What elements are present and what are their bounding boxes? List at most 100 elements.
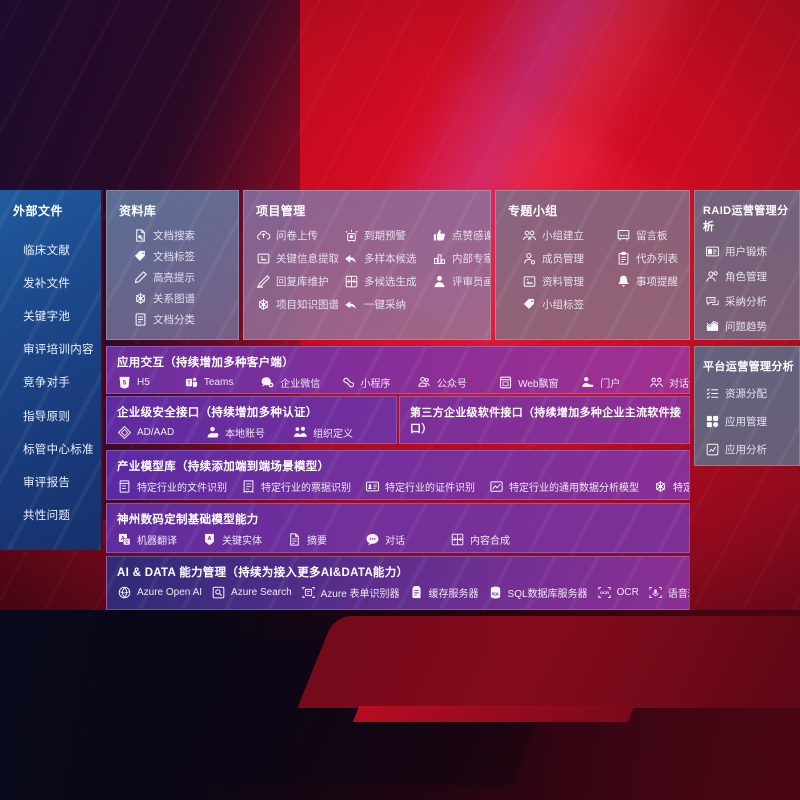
item-member-management[interactable]: 成员管理 <box>522 251 614 266</box>
apps-grid-icon <box>705 414 720 429</box>
item-azure-search[interactable]: Azure Search <box>211 585 292 600</box>
item-label: 小程序 <box>360 379 391 390</box>
sidebar-item-competitors[interactable]: 竞争对手 <box>23 377 71 390</box>
item-knowledge-graph-model[interactable]: 特定行业的通用知识图谱模型 <box>653 479 689 494</box>
item-label: 特定行业的文件识别 <box>137 483 227 494</box>
sidebar-item-guidelines[interactable]: 指导原则 <box>23 410 71 423</box>
item-label: 应用分析 <box>725 443 767 456</box>
sidebar-item-keyword-pool[interactable]: 关键字池 <box>23 310 71 323</box>
item-label: 特定行业的通用知识图谱模型 <box>673 483 689 494</box>
bell-icon <box>616 274 631 289</box>
speech-icon <box>648 585 663 600</box>
item-event-reminder[interactable]: 事项提醒 <box>616 274 681 289</box>
item-adoption-analysis[interactable]: QA 采纳分析 <box>705 294 791 309</box>
item-reviewer-portrait[interactable]: 评审员画像 <box>432 274 490 289</box>
item-document-search[interactable]: 文档搜索 <box>133 228 230 243</box>
band-enterprise-security: 企业级安全接口（持续增加多种认证） AD/AAD 本地账号 组织定义 <box>106 396 397 444</box>
item-multi-candidate-generate[interactable]: 多候选生成 <box>344 274 430 289</box>
item-miniprogram[interactable]: 小程序 <box>341 375 417 390</box>
item-azure-form-recognizer[interactable]: Azure 表单识别器 <box>301 585 400 600</box>
item-speech-understanding[interactable]: 语音理解 <box>648 585 689 600</box>
item-api-designer[interactable]: API自动化设计器 <box>410 441 506 443</box>
sidebar-item-review-report[interactable]: 审评报告 <box>23 476 71 489</box>
item-ad-aad[interactable]: AD/AAD <box>117 425 205 440</box>
user-settings-icon <box>522 251 537 266</box>
qa-chat-icon: QA <box>705 294 720 309</box>
sidebar-item-standards-center[interactable]: 标管中心标准 <box>23 443 94 456</box>
item-role-management[interactable]: 角色管理 <box>705 269 791 284</box>
item-sql-database-server[interactable]: SQL SQL数据库服务器 <box>488 585 588 600</box>
item-cache-server[interactable]: 缓存服务器 <box>409 585 479 600</box>
item-label: 公众号 <box>436 379 467 390</box>
item-wecom[interactable]: 企业微信 <box>260 375 340 390</box>
card-topic-group: 专题小组 小组建立 留言板 成员管理 <box>495 190 690 340</box>
item-expiry-warning[interactable]: 到期预警 <box>344 228 430 243</box>
item-issue-trend[interactable]: 问题趋势 <box>705 319 791 334</box>
band-title-industry-model-library: 产业模型库（持续添加端到端场景模型） <box>117 461 330 473</box>
item-key-info-extract[interactable]: 关键信息提取 <box>256 251 342 266</box>
item-document-category[interactable]: 文档分类 <box>133 312 230 327</box>
item-dialog[interactable]: 对话 <box>365 532 450 547</box>
sidebar-item-clinical-literature[interactable]: 临床文献 <box>23 244 71 257</box>
item-group-create[interactable]: 小组建立 <box>522 228 614 243</box>
item-questionnaire-upload[interactable]: 问卷上传 <box>256 228 342 243</box>
item-dialog[interactable]: 对话 <box>649 375 689 390</box>
item-group-tag[interactable]: 小组标签 <box>522 297 614 312</box>
item-label: 关键实体 <box>222 536 262 547</box>
item-message-board[interactable]: 留言板 <box>616 228 681 243</box>
item-label: 机器翻译 <box>137 536 177 547</box>
card-platform-analysis: 平台运营管理分析 资源分配 应用管理 应用分析 <box>694 346 800 466</box>
item-azure-open-ai[interactable]: Azure Open AI <box>117 585 202 600</box>
item-multi-sample-candidate[interactable]: 多样本候选 <box>344 251 430 266</box>
item-local-account[interactable]: 本地账号 <box>205 425 293 440</box>
item-app-analysis[interactable]: 应用分析 <box>705 442 791 457</box>
sidebar-item-supplement-docs[interactable]: 发补文件 <box>23 277 71 290</box>
card-body-topic-group: 小组建立 留言板 成员管理 代办列表 <box>496 219 689 320</box>
item-ocr[interactable]: OCR OCR <box>597 585 639 600</box>
item-todo-list[interactable]: 代办列表 <box>616 251 681 266</box>
task-list-icon <box>705 386 720 401</box>
item-data-analysis-model[interactable]: 特定行业的通用数据分析模型 <box>489 479 639 494</box>
item-project-knowledge-graph[interactable]: 项目知识图谱 <box>256 297 342 312</box>
background-shape-red-bar <box>352 706 635 722</box>
item-label: 文档搜索 <box>153 229 195 242</box>
miniprogram-icon <box>341 375 356 390</box>
item-relation-graph[interactable]: 关系图谱 <box>133 291 230 306</box>
item-like-thanks[interactable]: 点赞感谢 <box>432 228 490 243</box>
item-org-define[interactable]: 组织定义 <box>293 425 353 440</box>
item-teams[interactable]: T Teams <box>184 375 260 390</box>
item-label: 小组标签 <box>542 298 584 311</box>
item-highlight-hint[interactable]: 高亮提示 <box>133 270 230 285</box>
sidebar-item-review-training[interactable]: 审评培训内容 <box>23 344 94 357</box>
item-reply-library-maintain[interactable]: 回复库维护 <box>256 274 342 289</box>
tag-icon <box>133 249 148 264</box>
item-receipt-recognition[interactable]: 特定行业的票据识别 <box>241 479 351 494</box>
clipboard-list-icon <box>616 251 631 266</box>
item-label: 问题趋势 <box>725 320 767 333</box>
item-label: 文档标签 <box>153 250 195 263</box>
item-label: 高亮提示 <box>153 271 195 284</box>
item-content-synthesis[interactable]: 内容合成 <box>450 532 510 547</box>
item-key-entity[interactable]: A 关键实体 <box>202 532 287 547</box>
item-web-float-window[interactable]: Web飘窗 <box>498 375 580 390</box>
item-label: 本地账号 <box>225 429 265 440</box>
item-document-tag[interactable]: 文档标签 <box>133 249 230 264</box>
item-official-account[interactable]: 公众号 <box>417 375 498 390</box>
item-resource-allocation[interactable]: 资源分配 <box>705 386 791 401</box>
sidebar-item-common-issues[interactable]: 共性问题 <box>23 510 71 523</box>
item-summary[interactable]: 摘要 <box>287 532 365 547</box>
item-portal[interactable]: 门户 <box>580 375 649 390</box>
item-certificate-recognition[interactable]: 特定行业的证件识别 <box>365 479 475 494</box>
band-industry-model-library: 产业模型库（持续添加端到端场景模型） 特定行业的文件识别 特定行业的票据识别 特… <box>106 450 690 500</box>
item-h5[interactable]: 5 H5 <box>117 375 184 390</box>
search-box-icon <box>211 585 226 600</box>
item-app-management[interactable]: 应用管理 <box>705 414 791 429</box>
item-one-click-adopt[interactable]: 一键采纳 <box>344 297 430 312</box>
bar-chart-icon <box>432 251 447 266</box>
item-file-recognition[interactable]: 特定行业的文件识别 <box>117 479 227 494</box>
item-internal-expert-ranking[interactable]: 内部专家排名 <box>432 251 490 266</box>
item-user-training[interactable]: 用户锻炼 <box>705 244 791 259</box>
item-material-management[interactable]: 资料管理 <box>522 274 614 289</box>
receipt-recognize-icon <box>241 479 256 494</box>
